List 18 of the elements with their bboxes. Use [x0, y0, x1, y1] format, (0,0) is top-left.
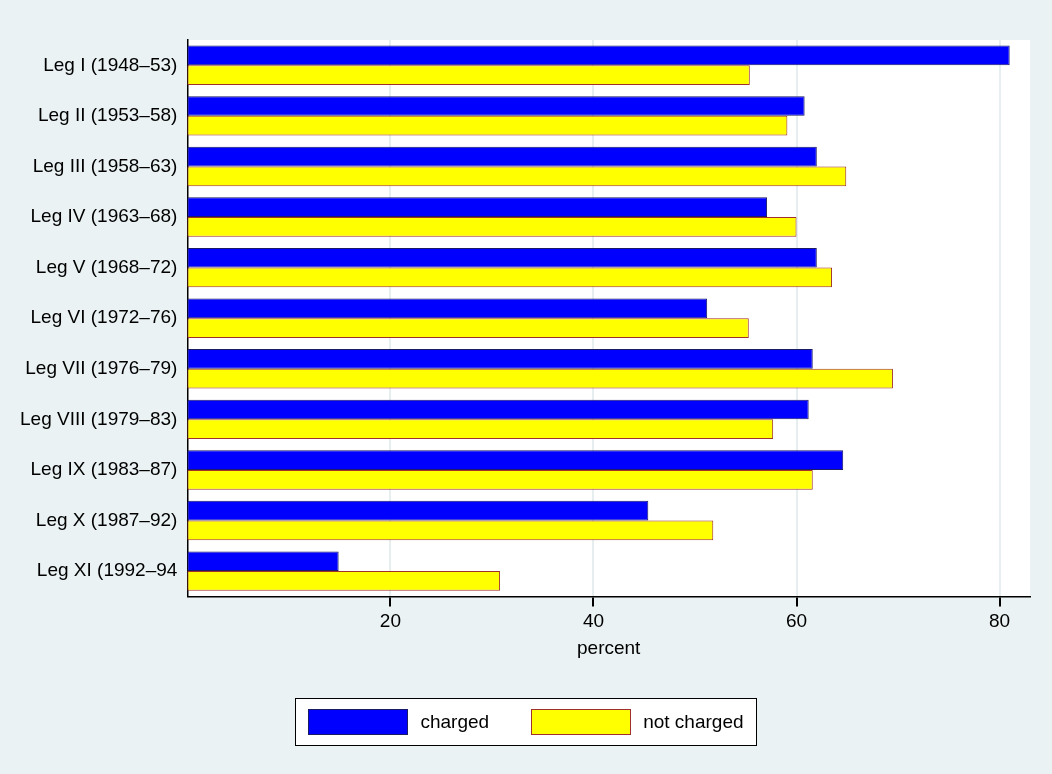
y-tick-label: Leg IV (1963–68) [30, 205, 178, 227]
y-tick-label: Leg III (1958–63) [32, 154, 178, 176]
y-tick-label: Leg IX (1983–87) [30, 458, 178, 480]
y-tick-label: Leg VII (1976–79) [25, 357, 178, 379]
x-axis-title: percent [577, 636, 642, 658]
y-tick-label: Leg X (1987–92) [35, 508, 178, 530]
x-tick-label: 80 [988, 610, 1011, 632]
x-tick-label: 40 [582, 610, 605, 632]
y-tick-label: Leg VIII (1979–83) [20, 407, 178, 429]
x-tick-label: 60 [785, 610, 808, 632]
x-tick-label: 20 [379, 610, 401, 632]
y-tick-label: Leg V (1968–72) [35, 255, 178, 277]
y-tick-label: Leg VI (1972–76) [30, 306, 178, 328]
text: charged [420, 711, 490, 733]
text: not charged [643, 711, 744, 733]
y-tick-label: Leg XI (1992–94 [36, 559, 178, 581]
y-tick-label: Leg I (1948–53) [43, 53, 178, 75]
y-tick-label: Leg II (1953–58) [37, 104, 178, 126]
